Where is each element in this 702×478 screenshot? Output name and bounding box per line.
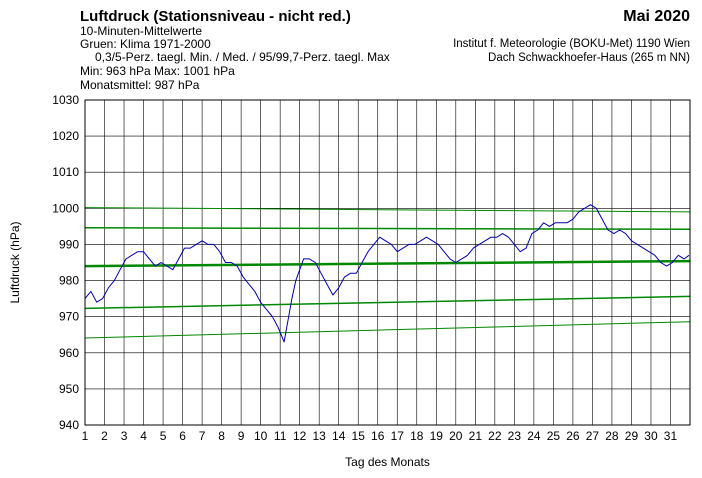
x-tick-label: 24 (527, 429, 541, 443)
min-max-text: Min: 963 hPa Max: 1001 hPa (80, 64, 235, 78)
x-tick-label: 22 (488, 429, 502, 443)
x-tick-label: 26 (566, 429, 580, 443)
x-tick-label: 28 (605, 429, 619, 443)
x-tick-label: 4 (140, 429, 147, 443)
x-tick-label: 3 (121, 429, 128, 443)
x-tick-label: 30 (644, 429, 658, 443)
x-tick-label: 18 (410, 429, 424, 443)
climate-lines (84, 207, 691, 339)
x-tick-label: 21 (469, 429, 483, 443)
y-tick-label: 1030 (52, 93, 79, 107)
chart-title: Luftdruck (Stationsniveau - nicht red.) (80, 8, 351, 25)
y-tick-label: 1020 (52, 129, 79, 143)
subtitle-line: 10-Minuten-Mittelwerte (80, 24, 203, 38)
measured-line-group (84, 204, 690, 343)
x-tick-label: 19 (430, 429, 444, 443)
climate-legend-line: Gruen: Klima 1971-2000 (80, 37, 211, 51)
y-tick-label: 970 (59, 310, 79, 324)
x-tick-label: 27 (586, 429, 600, 443)
x-tick-label: 13 (313, 429, 327, 443)
x-tick-label: 31 (664, 429, 678, 443)
y-tick-label: 980 (59, 274, 79, 288)
climate-percentile-line (84, 295, 691, 310)
x-tick-label: 11 (274, 429, 287, 443)
x-tick-label: 20 (449, 429, 463, 443)
x-tick-label: 5 (160, 429, 167, 443)
monthly-mean-text: Monatsmittel: 987 hPa (80, 78, 200, 92)
y-tick-labels: 940 950 960 970 980 990 1000 1010 1020 1030 (52, 93, 79, 432)
plot-frame (84, 99, 691, 426)
y-tick-label: 990 (59, 237, 79, 251)
x-tick-label: 7 (199, 429, 206, 443)
x-tick-label: 25 (547, 429, 561, 443)
climate-percentile-line (84, 321, 691, 339)
x-tick-label: 2 (101, 429, 108, 443)
x-tick-label: 9 (238, 429, 245, 443)
percentile-legend-line: 0,3/5-Perz. taegl. Min. / Med. / 95/99,7… (95, 50, 390, 64)
x-tick-label: 8 (218, 429, 225, 443)
month-label: Mai 2020 (623, 8, 690, 25)
station-info: Institut f. Meteorologie (BOKU-Met) 1190… (453, 37, 690, 65)
x-tick-label: 29 (625, 429, 639, 443)
x-axis-label: Tag des Monats (345, 455, 430, 469)
x-tick-label: 10 (254, 429, 268, 443)
x-tick-label: 1 (82, 429, 89, 443)
x-tick-label: 14 (332, 429, 346, 443)
x-tick-label: 12 (293, 429, 307, 443)
y-tick-label: 1000 (52, 201, 79, 215)
climate-percentile-line (84, 259, 691, 268)
y-axis-label: Luftdruck (hPa) (8, 221, 22, 303)
x-tick-label: 16 (371, 429, 385, 443)
x-tick-labels: 1 2 3 4 5 6 7 8 9 10 11 12 13 14 15 16 17 18 19 20 21 22 23 24 2… (82, 429, 678, 443)
x-tick-label: 6 (179, 429, 186, 443)
y-tick-label: 1010 (52, 165, 79, 179)
institute-label: Institut f. Meteorologie (BOKU-Met) 1190… (453, 38, 690, 50)
climate-percentile-line (84, 207, 691, 213)
x-tick-label: 23 (508, 429, 522, 443)
measured-pressure-line (84, 204, 690, 343)
x-tick-label: 17 (391, 429, 405, 443)
location-label: Dach Schwackhoefer-Haus (265 m NN) (488, 52, 690, 64)
x-tick-label: 15 (352, 429, 366, 443)
climate-percentile-line (84, 227, 691, 231)
y-tick-label: 950 (59, 382, 79, 396)
y-tick-label: 940 (59, 418, 79, 432)
y-tick-label: 960 (59, 346, 79, 360)
